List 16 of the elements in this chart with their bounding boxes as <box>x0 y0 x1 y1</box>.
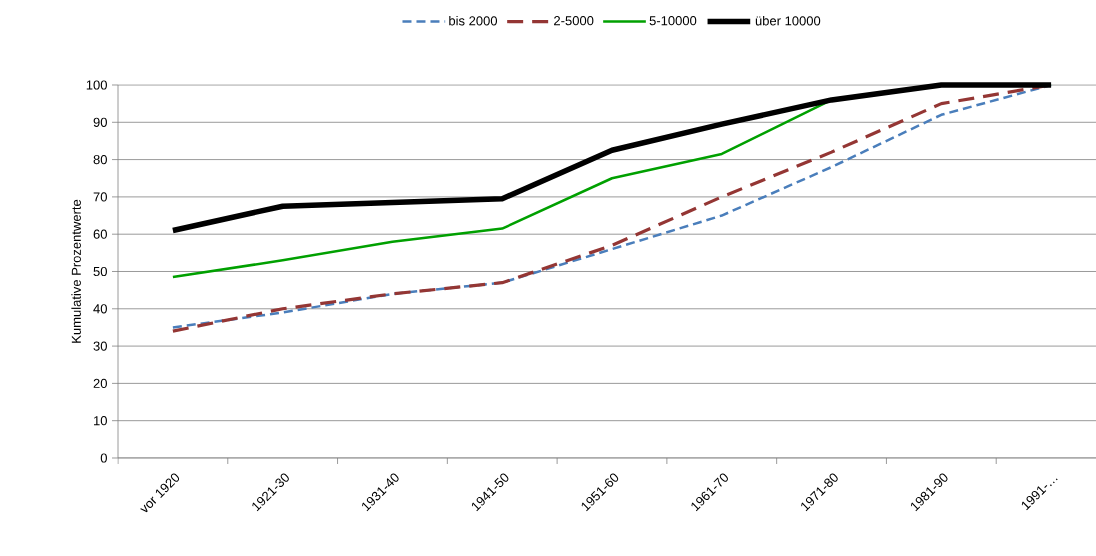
legend-label: bis 2000 <box>449 15 498 26</box>
y-tick-label: 40 <box>93 304 107 314</box>
y-axis-title: Kumulative Prozentwerte <box>71 199 81 343</box>
y-tick-label: 0 <box>100 453 107 463</box>
y-tick-label: 10 <box>94 416 107 426</box>
legend-label: 5-10000 <box>649 16 697 26</box>
y-tick-label: 60 <box>93 229 107 239</box>
y-tick-label: 20 <box>93 378 107 388</box>
y-tick-label: 30 <box>93 341 107 351</box>
legend-label: 2-5000 <box>554 16 594 26</box>
y-tick-label: 50 <box>93 266 107 277</box>
legend-label: über 10000 <box>755 15 821 26</box>
y-tick-label: 80 <box>93 154 107 165</box>
y-tick-label: 100 <box>86 80 107 90</box>
y-tick-label: 90 <box>93 117 107 127</box>
y-tick-label: 70 <box>93 192 107 202</box>
